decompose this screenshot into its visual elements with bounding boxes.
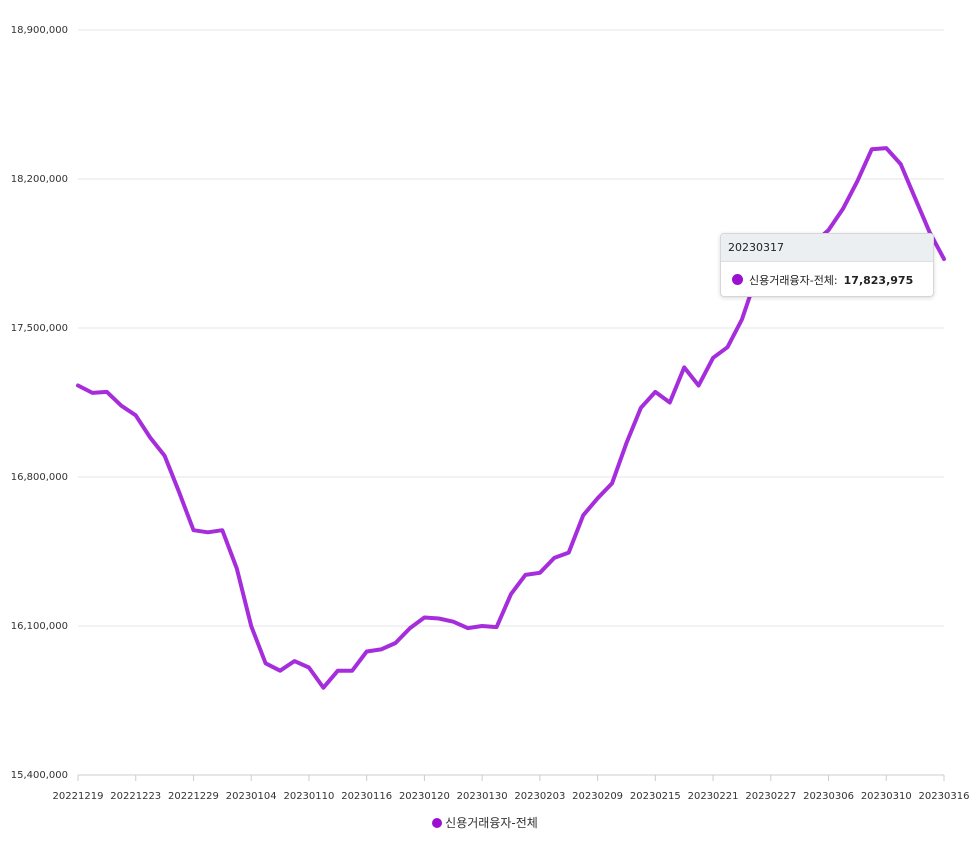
legend-label: 신용거래융자-전체: [445, 816, 538, 830]
tooltip-date: 20230317: [721, 234, 933, 262]
y-tick-label: 18,200,000: [11, 174, 68, 185]
x-tick-label: 20221219: [53, 791, 104, 802]
x-tick-label: 20230116: [341, 791, 392, 802]
series-layer: [76, 146, 946, 690]
legend-marker: [432, 818, 443, 828]
x-tick-label: 20230221: [688, 791, 739, 802]
y-tick-label: 17,500,000: [11, 323, 68, 334]
tooltip-row: 신용거래융자-전체: 17,823,975: [721, 262, 933, 288]
y-tick-label: 18,900,000: [11, 25, 68, 36]
tooltip: 20230317 신용거래융자-전체: 17,823,975: [720, 233, 934, 297]
y-tick-label: 16,100,000: [11, 621, 68, 632]
series-line[interactable]: [76, 146, 946, 690]
x-tick-label: 20230310: [861, 791, 912, 802]
x-tick-label: 20230110: [283, 791, 334, 802]
x-tick-label: 20230104: [226, 791, 277, 802]
y-tick-label: 16,800,000: [11, 472, 68, 483]
x-tick-label: 20230306: [803, 791, 854, 802]
y-axis-tick-labels: 15,400,000 16,100,000 16,800,000 17,500,000…: [11, 25, 68, 781]
x-tick-label: 20221229: [168, 791, 219, 802]
x-tick-label: 20230203: [514, 791, 565, 802]
legend[interactable]: 신용거래융자-전체: [0, 814, 970, 831]
x-tick-label: 20230209: [572, 791, 623, 802]
x-tick-label: 20230215: [630, 791, 681, 802]
x-tick-label: 20230120: [399, 791, 450, 802]
x-tick-label: 20230227: [745, 791, 796, 802]
x-tick-label: 20230316: [919, 791, 970, 802]
y-tick-label: 15,400,000: [11, 770, 68, 781]
x-tick-label: 20230130: [457, 791, 508, 802]
x-axis: 20221219 20221223 20221229 20230104 20230110…: [53, 774, 970, 802]
tooltip-value: 17,823,975: [843, 274, 914, 287]
tooltip-series-name: 신용거래융자-전체:: [749, 274, 838, 287]
x-tick-label: 20221223: [110, 791, 161, 802]
gridlines: [78, 29, 944, 627]
tooltip-series-dot: [732, 274, 743, 285]
